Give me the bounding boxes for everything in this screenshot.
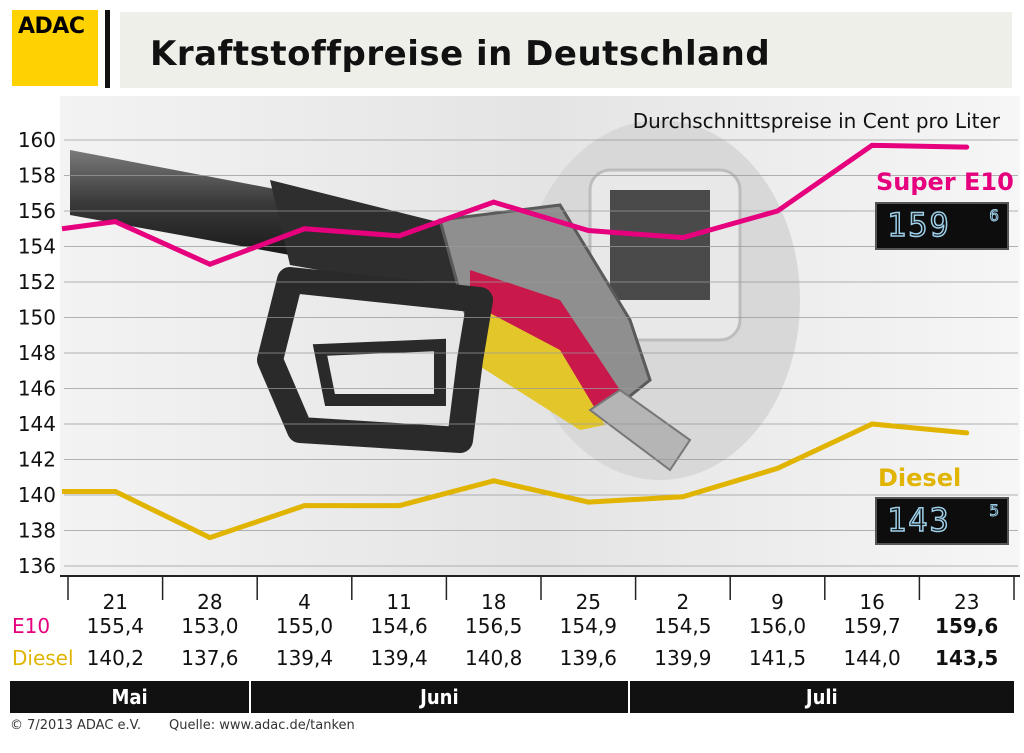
series-label-diesel: Diesel	[878, 464, 962, 492]
diesel-display-decimal: 5	[989, 501, 1000, 521]
data-point	[112, 219, 118, 225]
source: Quelle: www.adac.de/tanken	[169, 718, 355, 733]
x-tick-label: 16	[859, 590, 884, 614]
data-point	[396, 503, 402, 509]
title-band	[120, 12, 1012, 88]
data-point	[964, 144, 970, 150]
data-point	[680, 235, 686, 241]
x-tick-label: 23	[954, 590, 979, 614]
x-tick-label: 9	[771, 590, 784, 614]
header-bar: ADAC Kraftstoffpreise in Deutschland	[0, 0, 1024, 96]
y-axis: 136 138 140 142 144 146 148 150 152 154 156 158 160	[18, 128, 56, 578]
data-point	[302, 503, 307, 509]
x-tick-label: 21	[103, 590, 128, 614]
value-label: 159,7	[843, 614, 901, 638]
y-tick-label: 140	[18, 483, 56, 507]
x-axis-ticks: 21 28 4 11 18 25 2 9 16 23	[67, 576, 1015, 614]
diesel-price-display: 143 5	[875, 497, 1009, 545]
fuel-nozzle-illustration	[70, 120, 800, 480]
adac-logo: ADAC	[12, 10, 98, 86]
e10-display-digits: 159	[886, 205, 951, 245]
month-label: Juli	[629, 681, 1014, 713]
value-label: 139,4	[275, 646, 334, 670]
x-tick-label: 18	[481, 590, 506, 614]
y-tick-label: 158	[18, 164, 56, 188]
e10-display-decimal: 6	[989, 206, 1000, 226]
value-label: 139,4	[370, 646, 428, 670]
data-series	[61, 142, 970, 541]
value-label: 140,2	[86, 646, 144, 670]
grid-lines	[64, 139, 1018, 567]
value-label: 154,9	[559, 614, 617, 638]
value-label: 139,6	[559, 646, 617, 670]
data-point	[775, 208, 780, 214]
y-tick-label: 156	[18, 199, 56, 223]
value-label: 154,6	[370, 614, 428, 638]
row-label-diesel: Diesel	[12, 646, 74, 670]
data-point	[680, 494, 686, 500]
y-tick-label: 146	[18, 377, 56, 401]
logo-text: ADAC	[18, 14, 85, 39]
series-label-super-e10: Super E10	[876, 168, 1014, 196]
x-tick-label: 4	[298, 590, 311, 614]
y-tick-label: 152	[18, 270, 56, 294]
data-point	[112, 488, 118, 494]
value-label: 154,5	[654, 614, 712, 638]
data-point	[207, 261, 213, 267]
y-tick-label: 148	[18, 341, 56, 365]
value-label: 155,4	[86, 614, 144, 638]
row-label-e10: E10	[12, 614, 51, 638]
value-label: 159,6	[935, 614, 999, 638]
data-point	[585, 499, 591, 505]
y-tick-label: 150	[18, 306, 56, 330]
data-point	[869, 421, 875, 427]
page-title: Kraftstoffpreise in Deutschland	[150, 34, 771, 74]
data-point	[302, 226, 307, 232]
month-label: Mai	[10, 681, 250, 713]
footer: © 7/2013 ADAC e.V. Quelle: www.adac.de/ta…	[10, 718, 355, 733]
value-label: 143,5	[935, 646, 999, 670]
value-label: 155,0	[275, 614, 334, 638]
value-label: 156,5	[465, 614, 523, 638]
value-label: 144,0	[843, 646, 901, 670]
data-point	[585, 228, 591, 234]
data-point	[869, 142, 875, 148]
x-tick-label: 11	[386, 590, 411, 614]
x-tick-label: 2	[677, 590, 690, 614]
y-tick-label: 144	[18, 412, 56, 436]
data-point	[491, 199, 497, 205]
data-point	[964, 430, 970, 436]
x-tick-label: 28	[197, 590, 222, 614]
header-divider	[105, 10, 110, 88]
value-label: 156,0	[748, 614, 807, 638]
y-tick-label: 142	[18, 448, 56, 472]
data-point	[775, 465, 780, 471]
y-tick-label: 138	[18, 519, 56, 543]
data-point	[396, 233, 402, 239]
data-point	[491, 478, 497, 484]
y-tick-label: 154	[18, 235, 56, 259]
value-label: 153,0	[181, 614, 239, 638]
value-label: 137,6	[181, 646, 239, 670]
value-label: 141,5	[748, 646, 807, 670]
x-tick-label: 25	[576, 590, 601, 614]
chart-subtitle: Durchschnittspreise in Cent pro Liter	[633, 109, 1001, 133]
value-label: 140,8	[465, 646, 523, 670]
month-label: Juni	[251, 681, 628, 713]
e10-price-display: 159 6	[875, 202, 1009, 250]
diesel-display-digits: 143	[886, 500, 951, 540]
copyright: © 7/2013 ADAC e.V.	[10, 718, 142, 733]
data-point	[207, 535, 213, 541]
value-label: 139,9	[654, 646, 712, 670]
y-tick-label: 160	[18, 128, 56, 152]
y-tick-label: 136	[18, 554, 56, 578]
